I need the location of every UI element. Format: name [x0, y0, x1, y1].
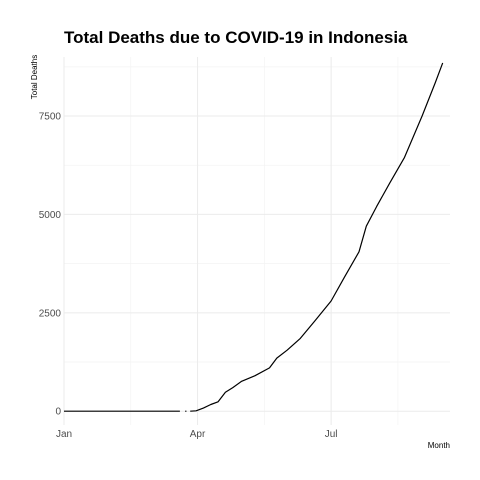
plot-panel [63, 57, 450, 425]
series-layer [64, 62, 444, 412]
x-tick-label: Jan [56, 429, 72, 440]
y-tick-label: 0 [55, 407, 61, 418]
y-axis-ticks: 0 2500 5000 7500 [39, 112, 62, 418]
chart-title: Total Deaths due to COVID-19 in Indonesi… [64, 28, 408, 47]
grid-layer [63, 57, 450, 425]
x-axis-ticks: Jan Apr Jul [56, 429, 338, 440]
y-tick-label: 7500 [39, 112, 62, 123]
series-line-segment [190, 62, 444, 412]
x-axis-title: Month [428, 441, 450, 450]
y-tick-label: 2500 [39, 308, 62, 319]
x-tick-label: Apr [190, 429, 206, 440]
y-tick-label: 5000 [39, 210, 62, 221]
y-axis-title: Total Deaths [30, 55, 39, 99]
x-tick-label: Jul [325, 429, 338, 440]
